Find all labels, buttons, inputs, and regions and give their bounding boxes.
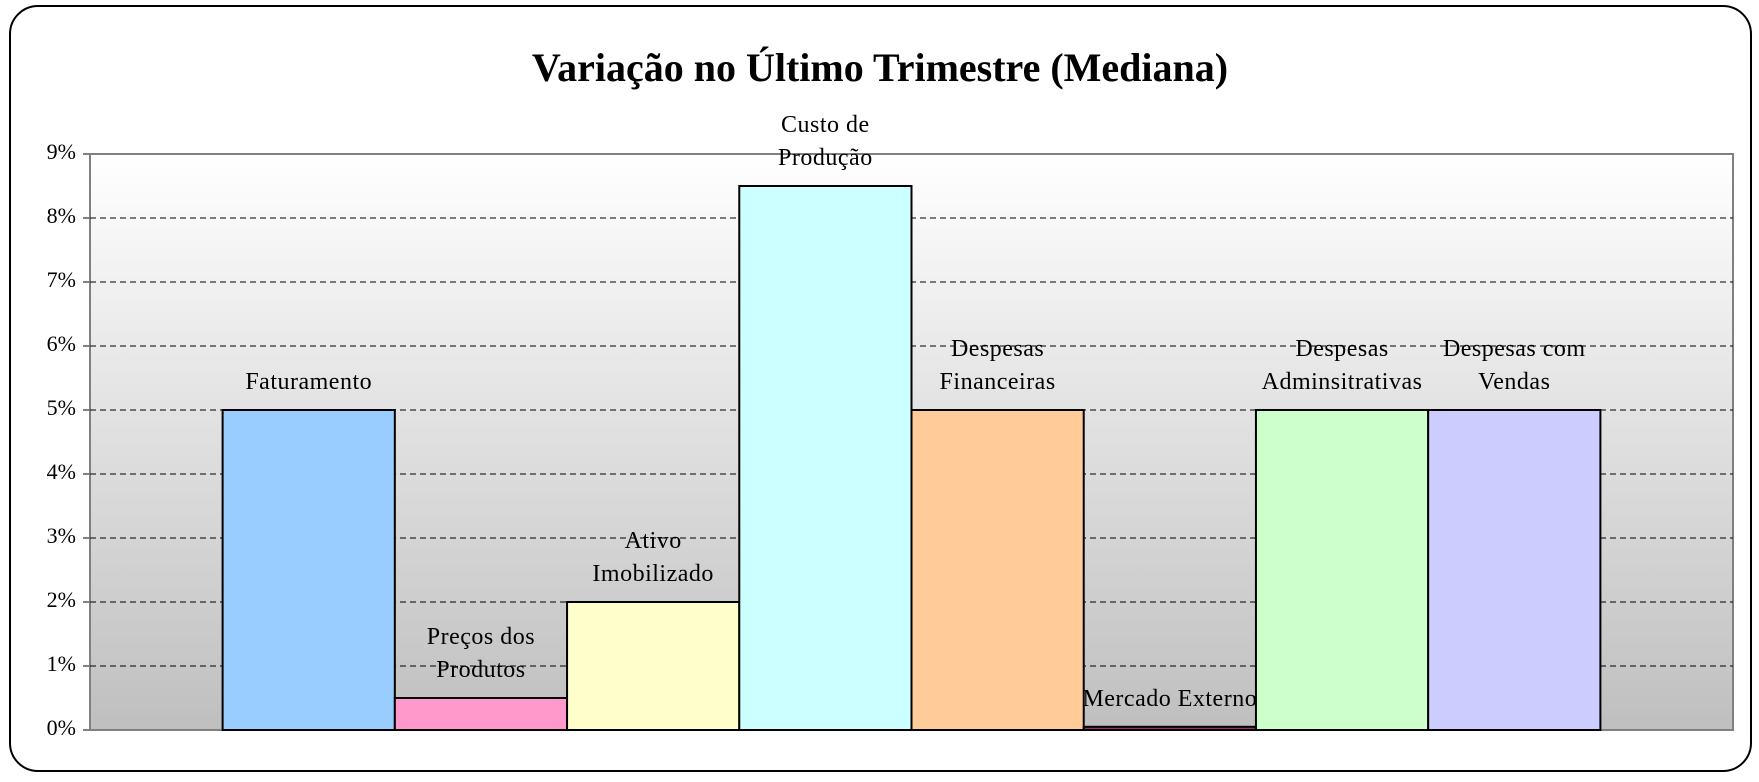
data-label-box: Despesas Adminsitrativas <box>1261 335 1423 396</box>
data-label: Faturamento <box>245 369 373 396</box>
bar <box>1427 409 1602 731</box>
data-label: Despesas com Vendas <box>1442 335 1586 396</box>
y-tick-label: 5% <box>47 395 76 420</box>
bar <box>393 697 569 731</box>
data-label: Despesas Adminsitrativas <box>1261 335 1423 396</box>
bar <box>221 409 396 731</box>
data-label-box: Despesas Financeiras <box>939 335 1056 396</box>
chart-title: Variação no Último Trimestre (Mediana) <box>532 45 1228 90</box>
data-label: Ativo Imobilizado <box>592 527 714 588</box>
data-label: Custo de Produção <box>778 111 873 172</box>
y-tick-label: 4% <box>47 459 76 484</box>
data-label: Preços dos Produtos <box>426 623 536 684</box>
y-tick-label: 1% <box>47 651 76 676</box>
data-label-box: Faturamento <box>245 369 373 396</box>
bar <box>910 409 1085 731</box>
data-label-box: Preços dos Produtos <box>426 623 536 684</box>
data-label: Despesas Financeiras <box>939 335 1056 396</box>
bar <box>1254 409 1430 731</box>
data-label-box: Custo de Produção <box>778 111 873 172</box>
y-tick-label: 9% <box>47 139 76 164</box>
data-label-box: Ativo Imobilizado <box>592 527 714 588</box>
y-tick-label: 3% <box>47 523 76 548</box>
y-tick-label: 7% <box>47 267 76 292</box>
bar <box>566 601 741 731</box>
data-label: Mercado Externo <box>1082 686 1258 713</box>
y-tick-label: 6% <box>47 331 76 356</box>
data-label-box: Mercado Externo <box>1082 686 1258 713</box>
bar <box>1082 725 1257 731</box>
bar <box>738 185 913 731</box>
y-tick-label: 2% <box>47 587 76 612</box>
y-tick-label: 0% <box>47 715 76 740</box>
y-tick-label: 8% <box>47 203 76 228</box>
data-label-box: Despesas com Vendas <box>1442 335 1586 396</box>
